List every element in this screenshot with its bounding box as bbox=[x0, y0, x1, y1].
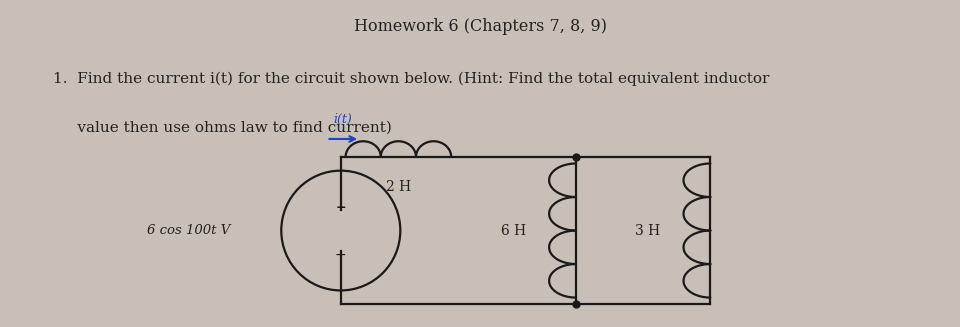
Text: 1.  Find the current i(t) for the circuit shown below. (Hint: Find the total equ: 1. Find the current i(t) for the circuit… bbox=[53, 72, 769, 86]
Text: 3 H: 3 H bbox=[636, 224, 660, 237]
Text: value then use ohms law to find current): value then use ohms law to find current) bbox=[53, 121, 392, 135]
Text: +: + bbox=[335, 201, 347, 214]
Text: −: − bbox=[335, 248, 347, 262]
Text: 6 cos 100t V: 6 cos 100t V bbox=[147, 224, 230, 237]
Text: 2 H: 2 H bbox=[386, 180, 411, 194]
Text: Homework 6 (Chapters 7, 8, 9): Homework 6 (Chapters 7, 8, 9) bbox=[353, 18, 607, 35]
Text: i(t): i(t) bbox=[334, 113, 352, 126]
Text: 6 H: 6 H bbox=[501, 224, 526, 237]
